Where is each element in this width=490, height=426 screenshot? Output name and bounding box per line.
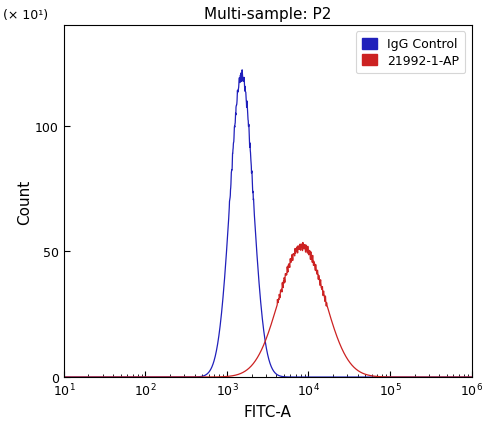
Line: 21992-1-AP: 21992-1-AP [64,243,471,377]
IgG Control [382,374,388,380]
X-axis label: FITC-A: FITC-A [244,404,292,419]
21992-1-AP [82,374,88,380]
IgG Control [457,374,463,380]
21992-1-AP [259,346,265,351]
21992-1-AP [457,374,463,380]
IgG Control [82,374,88,380]
IgG Control [248,171,254,176]
21992-1-AP [457,374,463,380]
Y-axis label: Count: Count [17,179,32,224]
21992-1-AP [248,363,254,368]
Title: Multi-sample: P2: Multi-sample: P2 [204,7,331,22]
Text: (× 10¹): (× 10¹) [3,9,48,22]
21992-1-AP [300,240,306,245]
IgG Control [61,374,67,380]
IgG Control [468,374,474,380]
21992-1-AP [61,374,67,380]
Line: IgG Control: IgG Control [64,71,471,377]
21992-1-AP [382,374,388,380]
IgG Control [239,68,245,73]
21992-1-AP [468,374,474,380]
IgG Control [457,374,463,380]
IgG Control [259,317,265,322]
Legend: IgG Control, 21992-1-AP: IgG Control, 21992-1-AP [356,32,466,74]
